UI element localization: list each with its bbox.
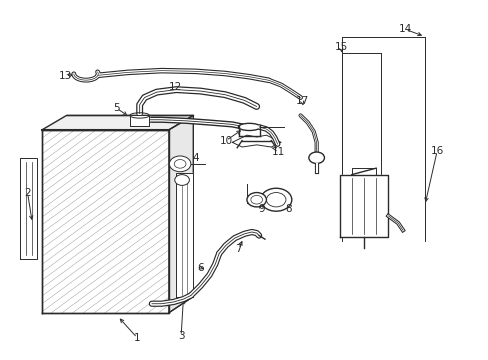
Text: 8: 8 (285, 204, 291, 214)
Text: 11: 11 (271, 147, 285, 157)
Text: 10: 10 (219, 136, 232, 145)
Circle shape (260, 188, 291, 211)
Text: 16: 16 (429, 146, 443, 156)
Polygon shape (339, 175, 387, 237)
Text: 14: 14 (398, 24, 411, 35)
Text: 17: 17 (295, 96, 308, 106)
Text: 5: 5 (113, 103, 120, 113)
Polygon shape (20, 158, 37, 259)
Polygon shape (42, 130, 168, 313)
Ellipse shape (238, 123, 260, 131)
Text: 7: 7 (235, 244, 242, 254)
Text: 2: 2 (24, 188, 31, 198)
Polygon shape (351, 168, 375, 175)
Text: 4: 4 (192, 153, 199, 163)
Text: 3: 3 (178, 331, 184, 341)
Circle shape (169, 156, 190, 172)
Polygon shape (42, 116, 193, 130)
Text: 1: 1 (134, 333, 140, 343)
Polygon shape (168, 116, 193, 313)
Polygon shape (176, 173, 193, 297)
Text: 13: 13 (59, 71, 72, 81)
Polygon shape (130, 116, 149, 126)
Circle shape (308, 152, 324, 163)
Text: 6: 6 (197, 263, 203, 273)
Polygon shape (232, 135, 281, 147)
Text: 15: 15 (334, 42, 347, 52)
Text: 9: 9 (258, 204, 264, 214)
Circle shape (246, 193, 266, 207)
Circle shape (174, 175, 189, 185)
Text: 12: 12 (168, 82, 182, 93)
